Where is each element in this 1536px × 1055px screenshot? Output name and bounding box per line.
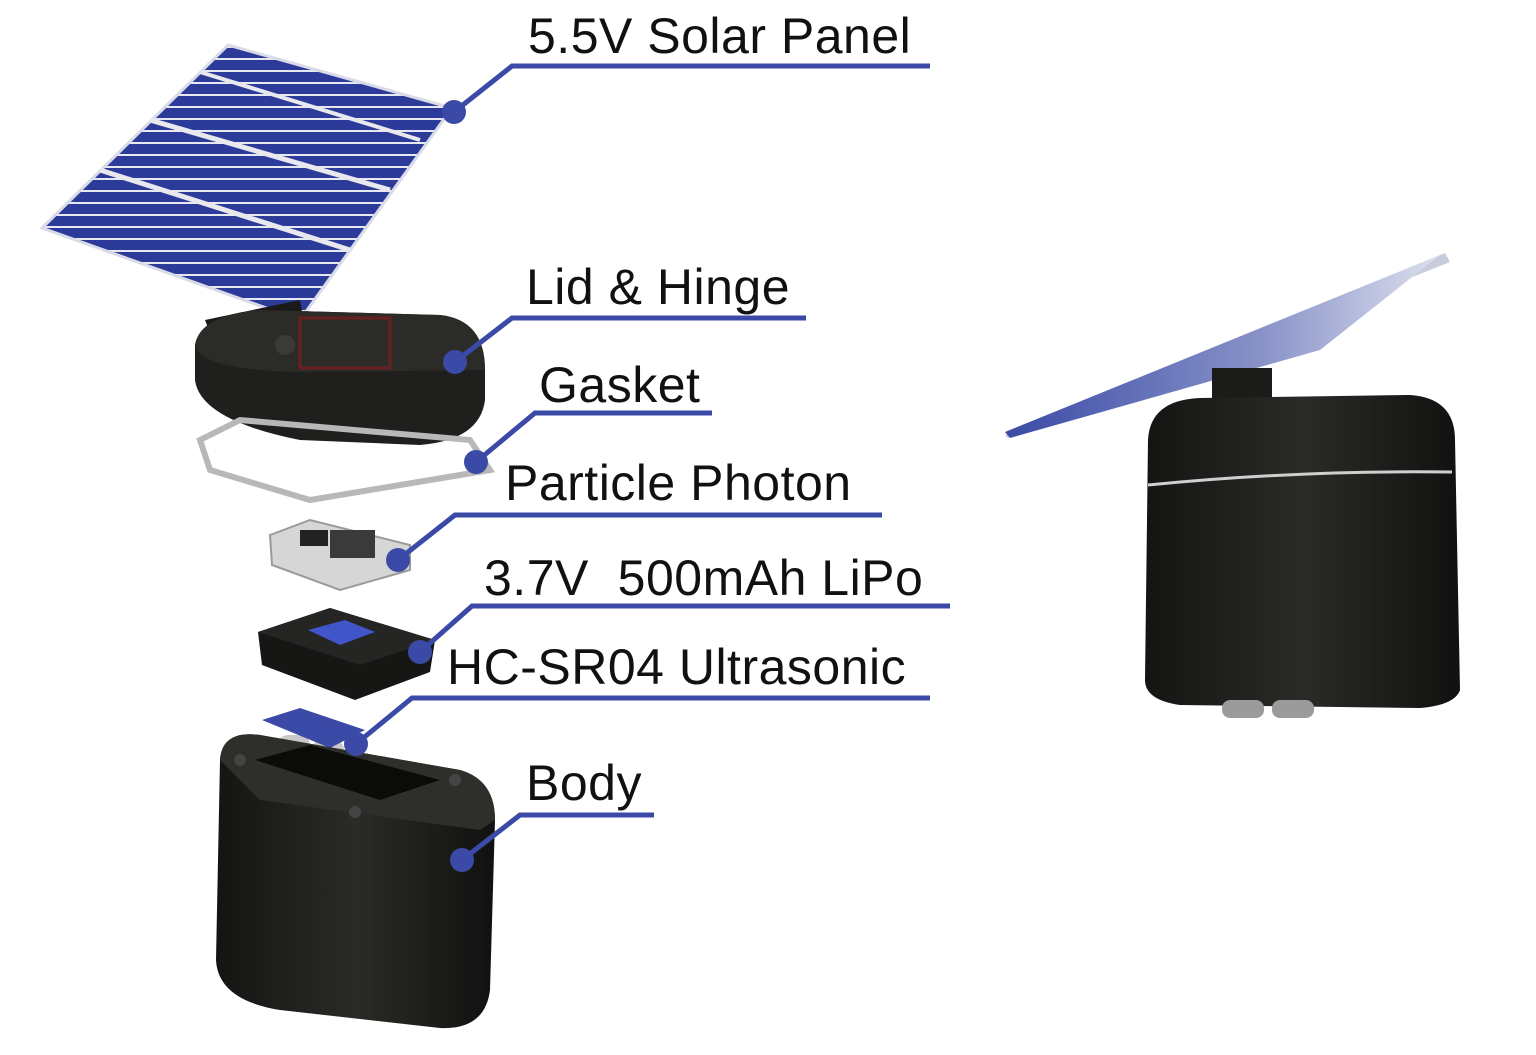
label-lipo-battery: 3.7V 500mAh LiPo <box>484 550 923 606</box>
leader-line <box>452 63 930 114</box>
callout-ultrasonic: HC-SR04 Ultrasonic <box>344 639 930 756</box>
callout-gasket: Gasket <box>464 357 712 474</box>
assembled-device <box>1005 253 1460 718</box>
leader-line <box>418 603 950 654</box>
label-particle-photon: Particle Photon <box>505 455 852 511</box>
callout-body: Body <box>450 755 654 872</box>
gasket-part <box>196 416 496 504</box>
callout-solar-panel: 5.5V Solar Panel <box>442 8 930 124</box>
lid-hinge-part <box>195 300 485 445</box>
leader-line <box>396 512 882 562</box>
label-lid-hinge: Lid & Hinge <box>526 259 790 315</box>
leader-dot <box>450 848 474 872</box>
leader-dot <box>386 548 410 572</box>
body-part <box>216 734 495 1029</box>
particle-photon-part <box>268 518 411 592</box>
callout-particle-photon: Particle Photon <box>386 455 882 572</box>
label-solar-panel: 5.5V Solar Panel <box>528 8 911 64</box>
leader-dot <box>442 100 466 124</box>
leader-line <box>354 695 930 746</box>
label-gasket: Gasket <box>539 357 700 413</box>
leader-dot <box>443 350 467 374</box>
label-body: Body <box>526 755 642 811</box>
leader-line <box>474 410 712 464</box>
label-ultrasonic: HC-SR04 Ultrasonic <box>447 639 906 695</box>
leader-line <box>453 315 806 364</box>
callout-lipo-battery: 3.7V 500mAh LiPo <box>408 550 950 664</box>
leader-dot <box>408 640 432 664</box>
callout-lid-hinge: Lid & Hinge <box>443 259 806 374</box>
leader-dot <box>464 450 488 474</box>
solar-panel-part <box>39 43 455 322</box>
leader-dot <box>344 732 368 756</box>
lipo-battery-part <box>258 608 435 700</box>
leader-line <box>460 812 654 862</box>
